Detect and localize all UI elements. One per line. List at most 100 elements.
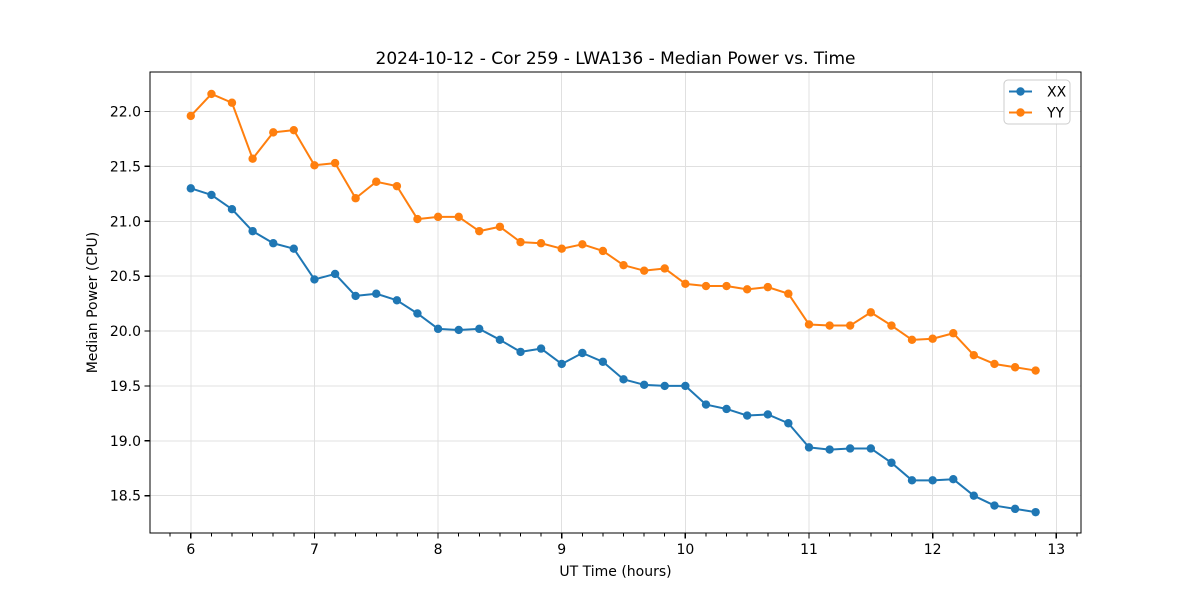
data-point-xx xyxy=(639,380,649,390)
data-point-xx xyxy=(928,476,937,485)
data-point-xx xyxy=(598,357,608,366)
x-tick-label: 7 xyxy=(310,542,319,558)
data-point-yy xyxy=(598,246,608,256)
data-point-xx xyxy=(475,324,484,334)
data-point-yy xyxy=(845,321,855,330)
data-point-xx xyxy=(372,289,381,298)
grid-layer xyxy=(150,72,1081,533)
data-point-xx xyxy=(949,475,958,484)
y-tick-label: 20.0 xyxy=(110,324,141,340)
data-point-yy xyxy=(804,320,814,329)
data-point-yy xyxy=(1031,366,1040,375)
data-point-xx xyxy=(845,444,855,453)
data-point-xx xyxy=(289,244,298,253)
data-point-yy xyxy=(660,264,669,273)
y-tick-label: 22.0 xyxy=(110,105,141,121)
axes-spines xyxy=(149,71,1082,534)
legend-label-yy: YY xyxy=(1046,106,1065,122)
data-point-yy xyxy=(227,98,237,107)
y-tick-label: 21.5 xyxy=(110,159,141,175)
data-point-yy xyxy=(475,226,484,236)
data-point-yy xyxy=(248,154,257,163)
x-tick-label: 9 xyxy=(557,542,566,558)
y-tick-label: 21.0 xyxy=(110,214,141,230)
y-tick-label: 18.5 xyxy=(110,489,141,505)
data-point-xx xyxy=(784,419,793,428)
data-point-yy xyxy=(433,212,443,222)
data-point-xx xyxy=(413,309,422,318)
axes-layer: 6 7 8 9 10 11 12 13 18.5 19.0 19.5 20.0 20.5 21.0 21.5… xyxy=(110,71,1082,558)
data-point-yy xyxy=(516,237,525,247)
data-point-yy xyxy=(454,212,463,222)
data-point-xx xyxy=(269,239,278,248)
chart-title: 2024-10-12 - Cor 259 - LWA136 - Median P… xyxy=(376,49,856,69)
legend-marker-xx xyxy=(1016,87,1025,96)
legend-marker-yy xyxy=(1016,108,1025,117)
data-point-xx xyxy=(536,344,546,353)
x-tick-label: 8 xyxy=(434,542,443,558)
data-point-xx xyxy=(516,347,525,357)
data-point-xx xyxy=(722,404,731,414)
data-point-yy xyxy=(887,321,896,330)
data-point-xx xyxy=(742,411,752,420)
data-point-yy xyxy=(351,194,360,203)
data-point-xx xyxy=(330,269,340,279)
data-point-xx xyxy=(907,476,917,485)
data-point-xx xyxy=(578,348,587,358)
series-line-xx xyxy=(189,187,1037,514)
data-point-yy xyxy=(969,350,979,360)
x-tick-label: 12 xyxy=(924,542,942,558)
data-point-xx xyxy=(701,400,711,409)
data-point-xx xyxy=(866,444,876,453)
data-point-xx xyxy=(227,205,237,214)
x-tick-label: 11 xyxy=(800,542,818,558)
data-point-yy xyxy=(701,281,711,291)
data-point-yy xyxy=(413,214,422,224)
data-point-xx xyxy=(1010,504,1020,514)
series-line-yy xyxy=(189,92,1037,372)
data-point-yy xyxy=(495,222,505,231)
data-point-xx xyxy=(248,226,257,236)
data-point-yy xyxy=(330,158,340,168)
data-point-xx xyxy=(1031,507,1040,517)
x-tick-label: 6 xyxy=(186,542,195,558)
y-axis-label: Median Power (CPU) xyxy=(85,232,101,374)
y-tick-label: 19.0 xyxy=(110,434,141,450)
data-point-yy xyxy=(990,359,999,369)
data-point-yy xyxy=(907,335,917,345)
data-point-yy xyxy=(269,128,278,137)
data-point-yy xyxy=(681,279,690,289)
x-axis-label: UT Time (hours) xyxy=(559,564,671,580)
data-point-xx xyxy=(392,296,402,305)
data-point-yy xyxy=(372,177,381,186)
legend: XX YY xyxy=(1003,79,1071,125)
data-point-yy xyxy=(536,239,546,248)
data-point-xx xyxy=(310,275,319,284)
data-point-yy xyxy=(1010,363,1020,372)
data-point-yy xyxy=(639,266,649,275)
x-tick-label: 13 xyxy=(1047,542,1065,558)
data-point-yy xyxy=(866,308,876,317)
data-point-xx xyxy=(454,325,463,335)
data-point-xx xyxy=(619,375,628,384)
data-point-xx xyxy=(495,335,505,345)
data-point-yy xyxy=(825,321,834,330)
data-point-xx xyxy=(433,324,443,334)
data-point-xx xyxy=(207,190,216,200)
y-tick-label: 20.5 xyxy=(110,269,141,285)
data-point-yy xyxy=(949,329,958,338)
data-point-xx xyxy=(887,458,896,467)
data-point-yy xyxy=(578,240,587,249)
series-layer xyxy=(186,89,1040,517)
data-point-xx xyxy=(969,491,979,500)
data-point-yy xyxy=(207,89,216,99)
data-point-xx xyxy=(681,381,690,391)
data-point-xx xyxy=(990,501,999,510)
data-point-yy xyxy=(928,334,937,343)
data-point-xx xyxy=(825,445,834,454)
data-point-yy xyxy=(619,260,628,270)
data-point-yy xyxy=(557,244,566,253)
data-point-xx xyxy=(186,184,196,193)
